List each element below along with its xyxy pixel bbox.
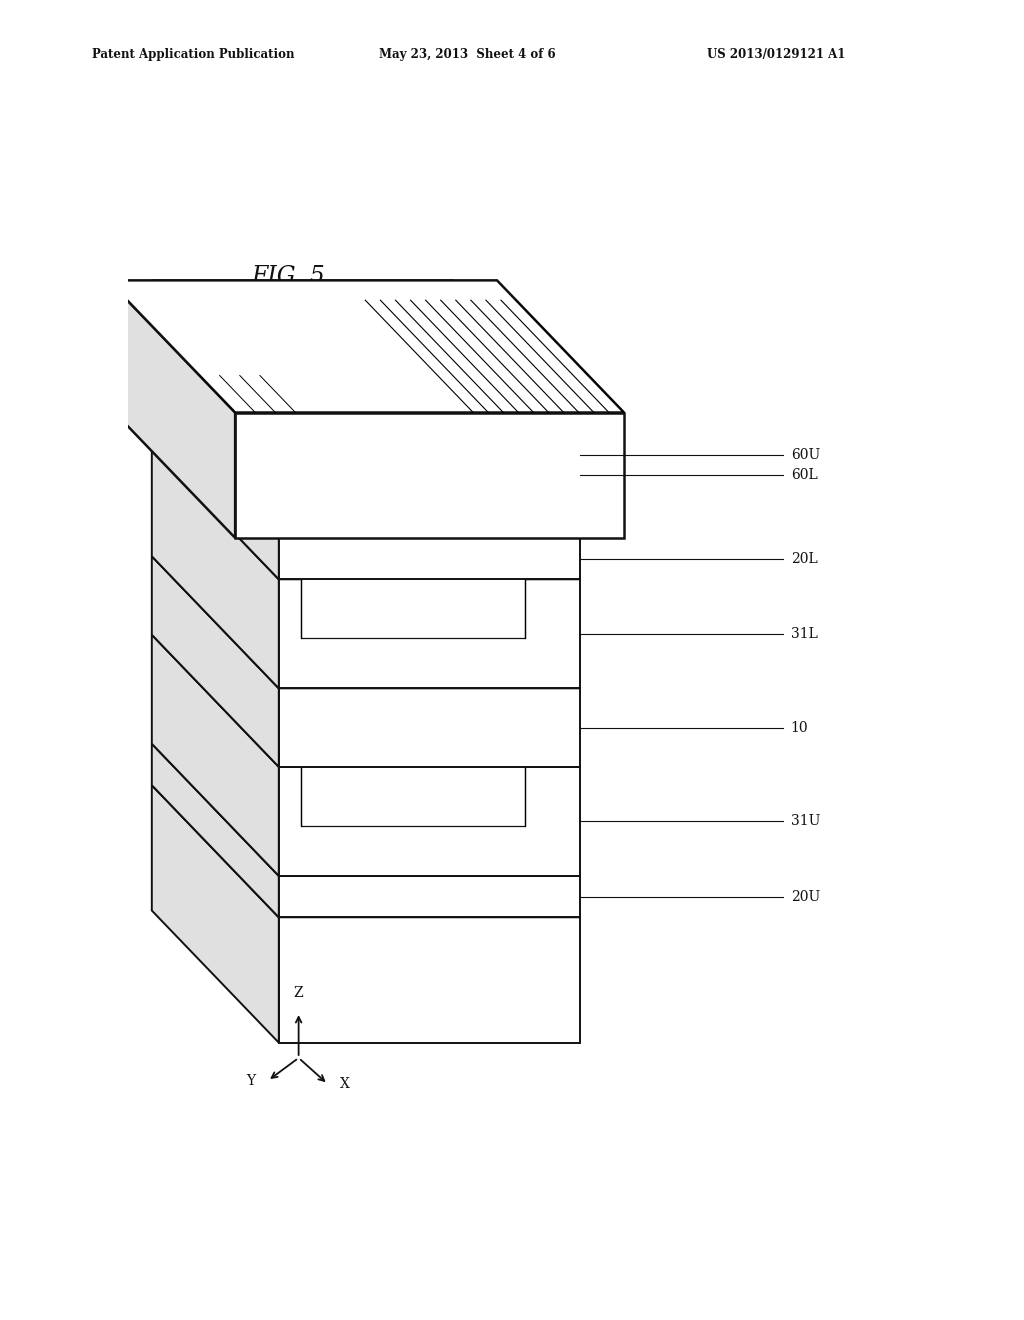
Polygon shape — [152, 280, 581, 412]
Polygon shape — [301, 750, 524, 826]
Text: 60L: 60L — [791, 469, 817, 482]
Polygon shape — [236, 412, 624, 537]
Polygon shape — [109, 280, 236, 537]
Polygon shape — [152, 785, 581, 917]
Polygon shape — [152, 447, 301, 579]
Polygon shape — [152, 743, 581, 876]
Polygon shape — [109, 280, 624, 412]
Polygon shape — [279, 579, 581, 688]
Polygon shape — [152, 635, 279, 876]
Polygon shape — [208, 652, 524, 750]
Polygon shape — [279, 562, 581, 579]
Text: 20L: 20L — [791, 552, 817, 565]
Polygon shape — [152, 556, 279, 767]
Text: Y: Y — [247, 1073, 256, 1088]
Polygon shape — [279, 412, 581, 537]
Polygon shape — [152, 447, 279, 688]
Polygon shape — [431, 635, 581, 767]
Polygon shape — [152, 785, 279, 1043]
Polygon shape — [208, 465, 524, 562]
Polygon shape — [279, 767, 581, 876]
Polygon shape — [152, 280, 279, 537]
Polygon shape — [279, 537, 581, 579]
Polygon shape — [279, 688, 581, 767]
Text: 31L: 31L — [791, 627, 817, 640]
Polygon shape — [279, 917, 581, 1043]
Text: 60U: 60U — [791, 447, 820, 462]
Text: May 23, 2013  Sheet 4 of 6: May 23, 2013 Sheet 4 of 6 — [379, 48, 555, 61]
Polygon shape — [152, 405, 581, 537]
Text: FIG. 5: FIG. 5 — [251, 265, 325, 288]
Polygon shape — [431, 447, 581, 579]
Polygon shape — [152, 635, 454, 652]
Polygon shape — [152, 743, 279, 917]
Text: X: X — [340, 1077, 349, 1092]
Text: 31U: 31U — [791, 814, 820, 829]
Text: 10: 10 — [791, 721, 808, 735]
Polygon shape — [152, 635, 301, 767]
Text: US 2013/0129121 A1: US 2013/0129121 A1 — [707, 48, 845, 61]
Polygon shape — [279, 750, 581, 767]
Polygon shape — [279, 876, 581, 917]
Polygon shape — [152, 405, 279, 579]
Text: 20U: 20U — [791, 890, 820, 904]
Polygon shape — [152, 556, 581, 688]
Text: Patent Application Publication: Patent Application Publication — [92, 48, 295, 61]
Polygon shape — [152, 447, 454, 465]
Polygon shape — [301, 562, 524, 639]
Text: Z: Z — [294, 986, 303, 1001]
